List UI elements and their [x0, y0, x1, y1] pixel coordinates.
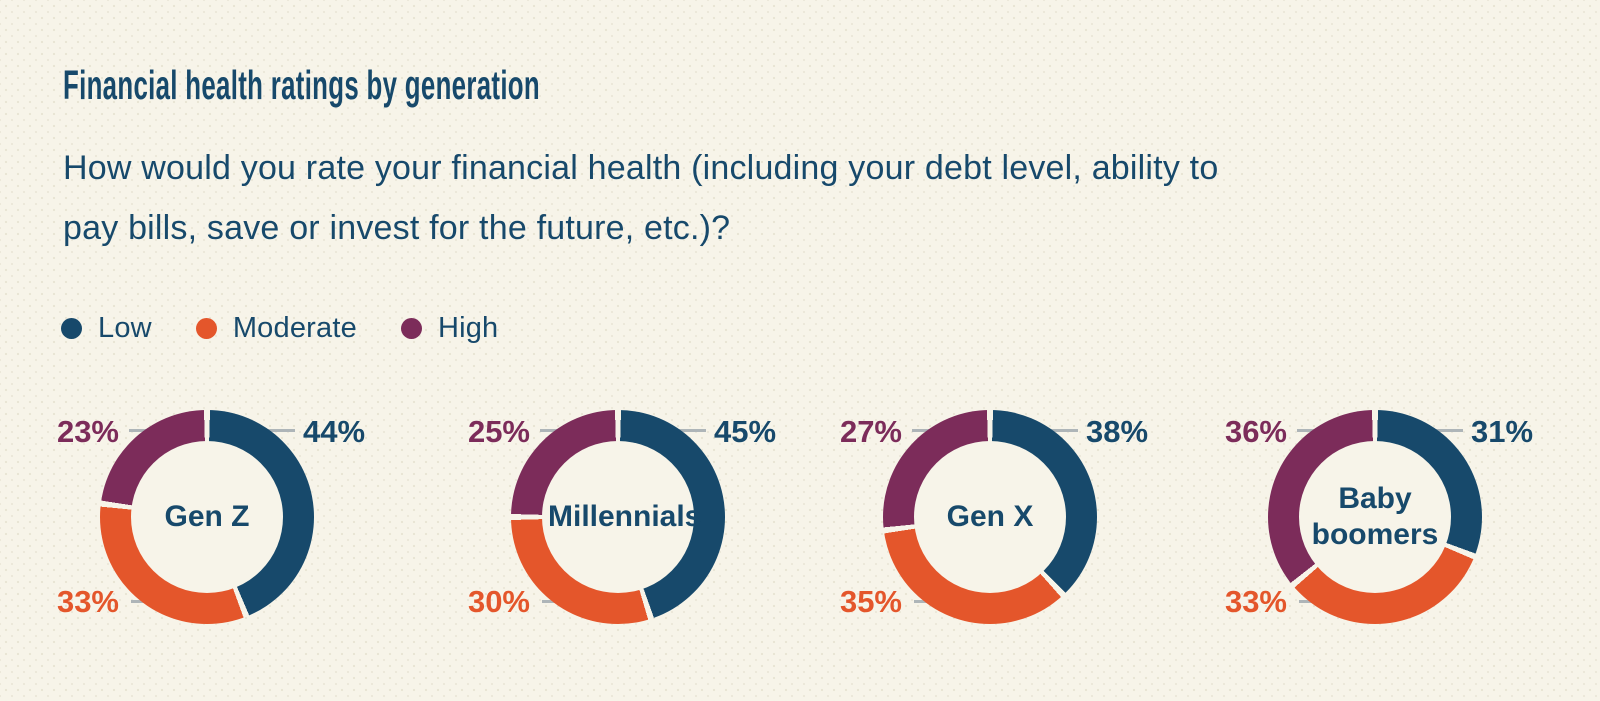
legend-item-low: Low	[61, 312, 152, 345]
low-value-label: 45%	[714, 414, 777, 449]
donut-hole-baby-boomers: Baby boomers	[1299, 441, 1451, 593]
legend-label: Moderate	[232, 312, 357, 344]
leader-line-low	[672, 429, 706, 432]
high-value-label: 36%	[1224, 414, 1287, 449]
legend-dot-low	[61, 318, 82, 339]
low-value-label: 44%	[303, 414, 366, 449]
donut-group-gen-z: Gen Z 23% 44% 33%	[37, 395, 377, 655]
donut-center-label: Gen X	[946, 500, 1034, 533]
donut-group-baby-boomers: Baby boomers 36% 31% 33%	[1205, 395, 1545, 655]
high-value-label: 23%	[56, 414, 119, 449]
donut-hole-millennials: Millennials	[542, 441, 702, 593]
moderate-value-label: 30%	[467, 584, 530, 619]
leader-line-low	[1429, 429, 1463, 432]
high-value-label: 25%	[467, 414, 530, 449]
survey-question-line-1: How would you rate your financial health…	[63, 149, 1219, 187]
low-value-label: 31%	[1471, 414, 1534, 449]
moderate-value-label: 33%	[1224, 584, 1287, 619]
low-value-label: 38%	[1086, 414, 1149, 449]
donut-hole-gen-x: Gen X	[914, 441, 1066, 593]
leader-line-low	[261, 429, 295, 432]
donut-group-gen-x: Gen X 27% 38% 35%	[820, 395, 1160, 655]
legend-dot-high	[400, 318, 422, 339]
donut-hole-gen-z: Gen Z	[131, 441, 283, 593]
legend-item-moderate: Moderate	[195, 312, 357, 345]
moderate-value-label: 33%	[56, 584, 119, 619]
legend-item-high: High	[400, 312, 499, 345]
legend: Low Moderate High	[61, 312, 498, 345]
high-value-label: 27%	[839, 414, 902, 449]
survey-question: How would you rate your financial health…	[63, 138, 1218, 258]
legend-label: High	[437, 312, 499, 344]
donut-center-label: Baby boomers	[1311, 482, 1439, 551]
legend-label: Low	[98, 312, 152, 344]
donut-center-label: Millennials	[548, 500, 702, 533]
legend-dot-moderate	[195, 318, 217, 339]
page-title: Financial health ratings by generation	[63, 62, 540, 108]
donut-group-millennials: Millennials 25% 45% 30%	[448, 395, 788, 655]
leader-line-low	[1044, 429, 1078, 432]
survey-question-line-2: pay bills, save or invest for the future…	[63, 209, 731, 247]
donut-center-label: Gen Z	[164, 500, 250, 533]
moderate-value-label: 35%	[839, 584, 902, 619]
